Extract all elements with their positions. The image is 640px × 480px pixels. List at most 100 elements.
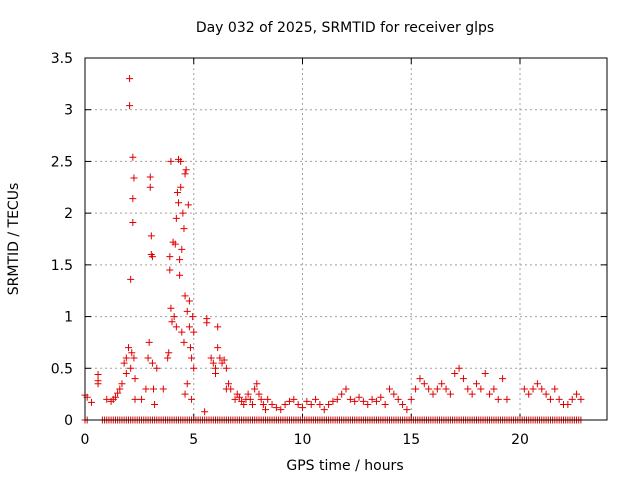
data-point [420,380,428,388]
data-point [188,354,196,362]
data-point [185,323,193,331]
data-point [129,153,137,161]
data-point [181,390,189,398]
data-point [180,225,188,233]
data-point [207,354,215,362]
x-tick-label: 5 [189,432,198,448]
data-point [145,338,153,346]
data-point [130,174,138,182]
data-point [185,297,193,305]
data-point [166,253,174,261]
x-tick-label: 15 [402,432,420,448]
x-tick-label: 20 [511,432,529,448]
data-point [364,400,372,408]
data-point [184,201,192,209]
data-point [564,400,572,408]
data-point [394,395,402,403]
data-point [542,390,550,398]
data-point [171,240,179,248]
data-point [425,385,433,393]
data-point [120,359,128,367]
data-point [264,395,272,403]
data-point [235,393,243,401]
data-point [225,380,233,388]
data-point [451,369,459,377]
data-point [446,390,454,398]
y-tick-label: 0.5 [51,361,73,377]
data-point [148,359,156,367]
data-point [329,397,337,405]
data-point [118,380,126,388]
data-point [127,364,135,372]
data-point [126,102,134,110]
x-tick-label: 10 [294,432,312,448]
data-point [122,369,130,377]
data-point [346,395,354,403]
data-point [240,400,248,408]
data-point [159,385,167,393]
data-point [246,395,254,403]
data-point [227,385,235,393]
data-point [129,195,137,203]
data-point [181,292,189,300]
data-point [183,380,191,388]
data-point [177,157,185,165]
data-point [182,166,190,174]
y-tick-label: 2 [64,206,73,222]
data-point [166,266,174,274]
data-point [333,395,341,403]
data-point [148,253,156,261]
data-point [525,390,533,398]
data-point [577,395,585,403]
data-point [94,380,102,388]
data-point [181,170,189,178]
data-point [144,354,152,362]
data-point [272,404,280,412]
data-point [481,369,489,377]
data-point [190,364,198,372]
data-point [231,395,239,403]
data-point [381,400,389,408]
tick-labels: 0 0.5 1 1.5 2 2.5 3 3.5 0 5 10 15 20 [51,51,529,448]
data-point [172,214,180,222]
data-point [177,183,185,191]
data-point [359,397,367,405]
data-point [150,385,158,393]
data-point [183,307,191,315]
data-point [146,173,154,181]
data-point [546,395,554,403]
data-point [262,406,270,414]
data-point [259,400,267,408]
data-point [533,380,541,388]
data-point [248,400,256,408]
data-point [114,389,122,397]
data-point [173,188,181,196]
data-point [290,395,298,403]
data-point [151,400,159,408]
data-point [268,400,276,408]
y-tick-label: 1 [64,310,73,326]
data-point [390,390,398,398]
chart-title: Day 032 of 2025, SRMTID for receiver glp… [196,20,494,36]
data-point [122,354,130,362]
data-point [312,395,320,403]
data-point [129,218,137,226]
data-point [253,380,261,388]
data-point [130,354,138,362]
data-point [257,395,265,403]
data-point [168,318,176,326]
data-point [303,397,311,405]
data-point [438,380,446,388]
data-point [355,393,363,401]
axis-ticks [84,57,607,421]
data-point [499,375,507,383]
data-point [299,404,306,412]
data-point [142,385,150,393]
data-point [494,395,502,403]
data-point [351,397,359,405]
data-point [455,364,463,372]
data-point [111,393,119,401]
data-point [307,400,315,408]
data-point [203,319,211,327]
data-point [138,395,146,403]
